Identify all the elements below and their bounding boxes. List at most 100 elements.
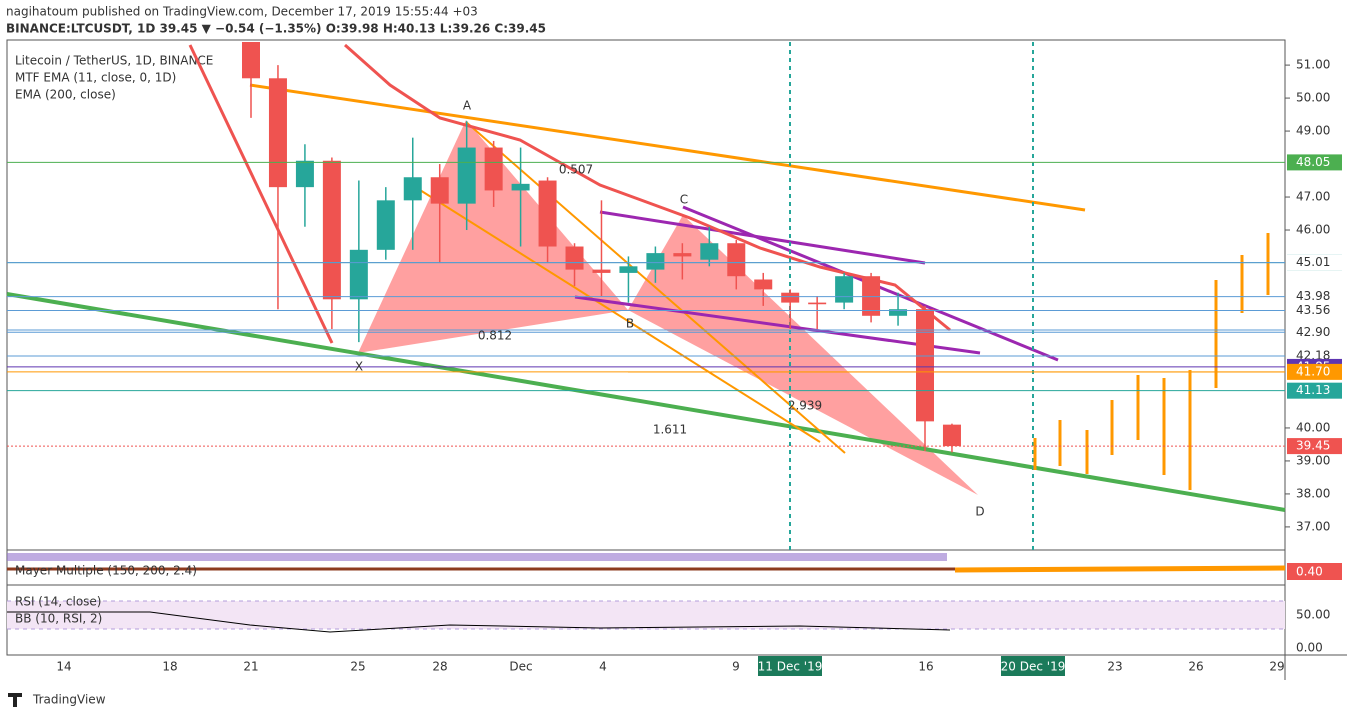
rsi-tick: 0.00: [1296, 641, 1323, 655]
pattern-bcd: [628, 215, 978, 495]
chart-title: Litecoin / TetherUS, 1D, BINANCE: [15, 54, 213, 68]
symbol-line: BINANCE:LTCUSDT, 1D 39.45 ▼ −0.54 (−1.35…: [6, 22, 546, 36]
candle-body: [754, 279, 773, 290]
price-label-bg: [1287, 382, 1342, 399]
x-tick-label: 11 Dec '19: [758, 660, 823, 674]
price-label: 41.70: [1296, 364, 1330, 378]
annotation: 0.507: [559, 163, 593, 177]
x-tick-label: 29: [1269, 660, 1284, 674]
candle-body: [322, 160, 341, 300]
candle-body: [376, 200, 395, 250]
price-label: 45.01: [1296, 255, 1330, 269]
y-tick-label: 49.00: [1296, 124, 1330, 138]
candle-body: [538, 180, 557, 247]
channel-line: [599, 210, 926, 265]
candle-body: [403, 177, 422, 201]
annotation: 0.812: [478, 329, 512, 343]
price-label: 41.13: [1296, 383, 1330, 397]
candle-body: [430, 177, 449, 204]
price-label-bg: [1287, 324, 1342, 341]
price-label-bg: [1287, 302, 1342, 319]
candle-body: [511, 183, 530, 191]
annotation: X: [355, 360, 363, 374]
footer: TradingView: [32, 693, 106, 707]
ema-line: [344, 43, 951, 332]
candle-body: [484, 147, 503, 191]
price-label: 42.90: [1296, 325, 1330, 339]
indicator: MTF EMA (11, close, 0, 1D): [15, 71, 176, 85]
x-tick-label: 9: [732, 660, 740, 674]
candle-body: [916, 309, 934, 422]
channel-line: [465, 121, 846, 454]
rsi-band: [7, 601, 1285, 629]
price-label-bg: [1287, 254, 1342, 271]
annotation: 2.939: [788, 399, 822, 413]
x-tick-label: 21: [243, 660, 258, 674]
channel-line: [574, 295, 981, 355]
x-tick-label: 4: [599, 660, 607, 674]
date-marker-bg: [1001, 656, 1065, 676]
annotation: D: [975, 505, 984, 519]
mayer-label: Mayer Multiple (150, 200, 2.4): [15, 564, 197, 578]
y-tick-label: 37.00: [1296, 519, 1330, 533]
price-label-bg: [1287, 363, 1342, 380]
candle-body: [349, 249, 368, 300]
y-tick-label: 46.00: [1296, 223, 1330, 237]
x-tick-label: 20 Dec '19: [1001, 660, 1066, 674]
price-label: 43.98: [1296, 289, 1330, 303]
trendline: [249, 83, 1086, 212]
annotation: A: [463, 99, 472, 113]
price-label: 39.45: [1296, 439, 1330, 453]
y-tick-label: 50.00: [1296, 91, 1330, 105]
candle-body: [619, 266, 638, 273]
mayer-line: [954, 565, 1286, 573]
drawings: [6, 42, 1286, 550]
rsi-tick: 50.00: [1296, 608, 1330, 622]
x-tick-label: Dec: [509, 660, 532, 674]
price-label: 48.05: [1296, 155, 1330, 169]
rsi-label: BB (10, RSI, 2): [15, 612, 102, 626]
x-tick-label: 14: [56, 660, 71, 674]
x-tick-label: 18: [162, 660, 177, 674]
trendline: [188, 44, 334, 344]
rsi-line: [7, 611, 951, 633]
candle-body: [808, 302, 827, 305]
candle-body: [646, 253, 665, 270]
x-tick-label: 25: [350, 660, 365, 674]
y-tick-label: 47.00: [1296, 190, 1330, 204]
y-tick-label: 51.00: [1296, 58, 1330, 72]
candle-body: [862, 276, 881, 316]
candle-body: [592, 269, 611, 273]
annotation: C: [680, 193, 688, 207]
channel-line: [411, 184, 821, 443]
candle-body: [727, 243, 746, 277]
candle-body: [565, 246, 584, 270]
author-line: nagihatoum published on TradingView.com,…: [6, 5, 478, 19]
price-label: 43.56: [1296, 303, 1330, 317]
annotation: 1.611: [653, 423, 687, 437]
candle-body: [889, 309, 908, 316]
x-tick-label: 28: [432, 660, 447, 674]
price-label-bg: [1287, 154, 1342, 171]
candle-body: [673, 253, 692, 257]
y-tick-label: 40.00: [1296, 420, 1330, 434]
candle-body: [242, 42, 260, 79]
candle-body: [457, 147, 476, 204]
mayer-value: 0.40: [1296, 565, 1323, 579]
mayer-value-bg: [1287, 563, 1342, 580]
candle-body: [835, 276, 854, 303]
annotation: B: [626, 317, 634, 331]
projection: [1033, 233, 1270, 490]
candle-body: [700, 243, 719, 260]
price-label-bg: [1287, 288, 1342, 305]
y-tick-label: 39.00: [1296, 453, 1330, 467]
x-tick-label: 23: [1107, 660, 1122, 674]
mayer-band: [7, 553, 947, 561]
price-label-bg: [1287, 438, 1342, 455]
indicator: EMA (200, close): [15, 88, 116, 102]
candle-body: [942, 424, 961, 447]
candle-body: [295, 160, 314, 188]
y-tick-label: 38.00: [1296, 486, 1330, 500]
candle-body: [268, 78, 287, 188]
